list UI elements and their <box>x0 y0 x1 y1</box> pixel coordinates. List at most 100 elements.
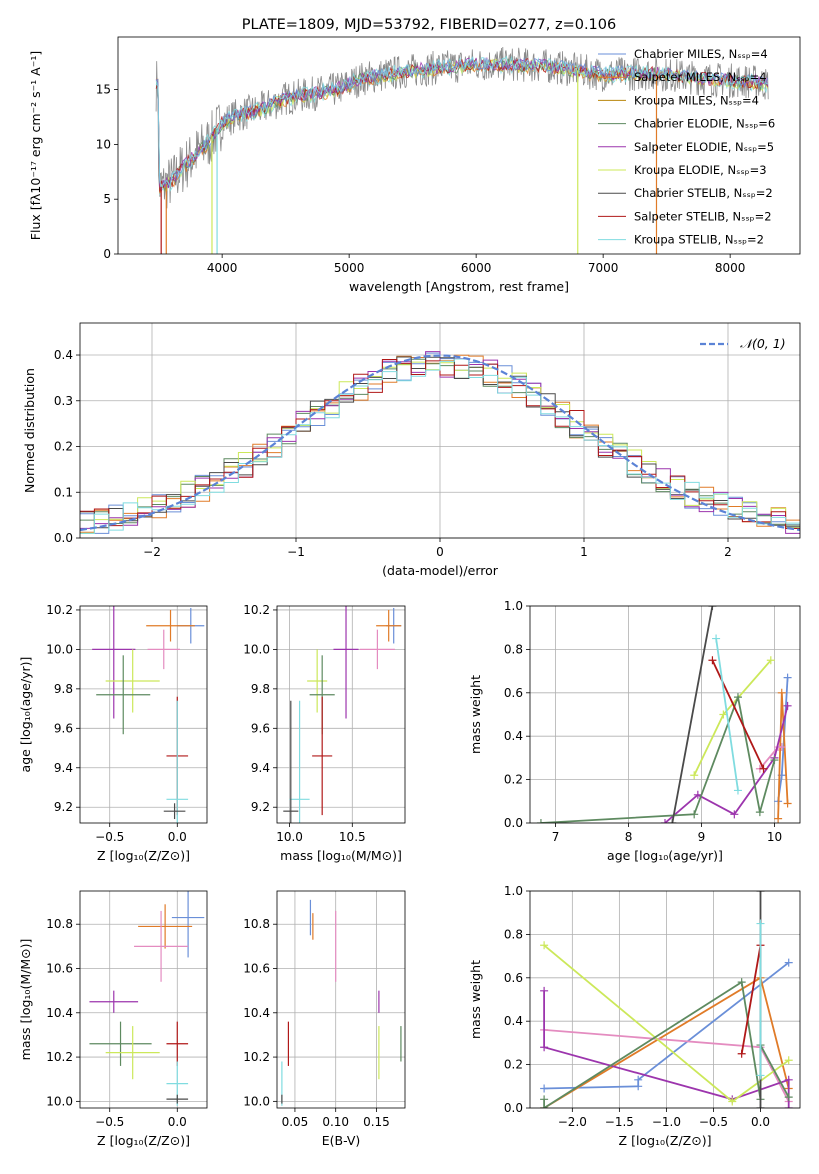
spectrum-lines <box>155 46 769 254</box>
weight_vs_age-ytick-label: 1.0 <box>504 599 523 613</box>
marker-salpeter_miles <box>777 688 786 697</box>
weight_vs_Z-ytick-label: 0.2 <box>504 1058 523 1072</box>
marker-chabrier_elodie <box>733 693 742 702</box>
series-kroupa_stelib <box>715 638 739 791</box>
marker-kroupa_elodie <box>540 941 549 950</box>
weight_vs_Z-xtick-label: −2.0 <box>558 1115 587 1129</box>
spectrum-axes: 4000 5000 6000 7000 8000 0 5 10 15 <box>96 83 746 275</box>
series-salpeter_stelib <box>740 945 762 1054</box>
age_vs_mass-ytick-label: 9.2 <box>251 800 270 814</box>
residuals-ytick-label: 0.4 <box>54 348 73 362</box>
histogram-steps <box>80 351 800 534</box>
legend-label-salpeter_stelib: Salpeter STELIB, Nₛₛₚ=2 <box>634 209 772 223</box>
weight_vs_Z-ytick-label: 0.6 <box>504 971 523 985</box>
normal-curve <box>80 354 800 532</box>
mass_vs_EBV-xtick-label: 0.10 <box>322 1115 349 1129</box>
weight_vs_age-lines <box>536 606 792 823</box>
weight_vs_Z-xtick-label: −1.5 <box>605 1115 634 1129</box>
mass_vs_Z-ytick-label: 10.6 <box>46 962 73 976</box>
marker-salpeter_miles <box>774 814 783 823</box>
mass_vs_Z-axes: −0.5 0.0 10.0 10.2 10.4 10.6 10.8 <box>46 891 207 1129</box>
mass_vs_EBV-ytick-label: 10.6 <box>243 962 270 976</box>
marker-salpeter_elodie <box>784 1104 793 1108</box>
mass_vs_Z-frame <box>79 890 208 1109</box>
marker-kroupa_elodie <box>784 1056 793 1065</box>
marker-chabrier_elodie <box>737 978 746 987</box>
weight_vs_Z-axes: −2.0 −1.5 −1.0 −0.5 0.0 0.0 0.2 0.4 0.6 0.8 1.0 <box>504 884 800 1129</box>
weight_vs_Z-ytick-label: 0.0 <box>504 1101 523 1115</box>
legend-normal-label: 𝒩(0, 1) <box>740 336 786 351</box>
mass_vs_EBV-ytick-label: 10.8 <box>243 917 270 931</box>
age_vs_Z-ytick-label: 9.8 <box>54 682 73 696</box>
marker-salpeter_miles <box>783 799 792 808</box>
residuals-axes: −2 −1 0 1 2 0.0 0.1 0.2 0.3 0.4 <box>54 323 800 559</box>
weight_vs_Z-ytick-label: 0.8 <box>504 927 523 941</box>
age_vs_Z-ylabel: age [log₁₀(age/yr)] <box>18 657 33 773</box>
residuals-xtick-label: −2 <box>143 545 161 559</box>
spectrum-ytick-label: 10 <box>96 137 111 151</box>
marker-chabrier_miles <box>540 1084 549 1093</box>
marker-kroupa_elodie <box>766 656 775 665</box>
weight_vs_age-xtick-label: 8 <box>625 830 633 844</box>
spectrum-xtick-label: 7000 <box>588 261 619 275</box>
residuals-ytick-label: 0.2 <box>54 440 73 454</box>
mass_vs_Z-ytick-label: 10.4 <box>46 1006 73 1020</box>
weight_vs_Z-xlabel: Z [log₁₀(Z/Z⊙)] <box>619 1133 712 1148</box>
age_vs_Z-ytick-label: 9.6 <box>54 721 73 735</box>
age_vs_mass-ytick-label: 10.2 <box>243 603 270 617</box>
marker-kroupa_elodie <box>719 710 728 719</box>
weight_vs_age-xtick-label: 7 <box>552 830 560 844</box>
spectrum-xlabel: wavelength [Angstrom, rest frame] <box>349 279 569 294</box>
marker-salpeter_stelib <box>737 1049 746 1058</box>
age_vs_mass-frame <box>276 605 406 824</box>
residuals-xtick-label: −1 <box>287 545 305 559</box>
series-chabrier_stelib <box>671 606 714 823</box>
legend-label-chabrier_stelib: Chabrier STELIB, Nₛₛₚ=2 <box>634 186 773 200</box>
weight_vs_age-ytick-label: 0.2 <box>504 773 523 787</box>
chart-title: PLATE=1809, MJD=53792, FIBERID=0277, z=0… <box>242 17 616 33</box>
age_vs_Z-ytick-label: 9.2 <box>54 800 73 814</box>
spectrum-model-kroupa_stelib <box>155 55 768 191</box>
mass_vs_EBV-points <box>281 899 402 1106</box>
marker-chabrier_stelib <box>756 891 765 895</box>
legend-label-chabrier_elodie: Chabrier ELODIE, Nₛₛₚ=6 <box>634 117 775 131</box>
weight_vs_Z-ytick-label: 0.4 <box>504 1014 523 1028</box>
residuals-ytick-label: 0.1 <box>54 485 73 499</box>
mass_vs_Z-xtick-label: 0.0 <box>168 1115 187 1129</box>
residuals-ytick-label: 0.0 <box>54 531 73 545</box>
marker-salpeter_elodie <box>661 819 669 823</box>
age_vs_mass-ytick-label: 10.0 <box>243 642 270 656</box>
weight_vs_age-frame <box>529 605 801 824</box>
residuals-xlabel: (data-model)/error <box>382 563 499 578</box>
residuals-xtick-label: 0 <box>436 545 444 559</box>
age_vs_Z-xlabel: Z [log₁₀(Z/Z⊙)] <box>97 848 190 863</box>
spectrum-legend: Chabrier MILES, Nₛₛₚ=4 Salpeter MILES, Nₛ… <box>598 47 775 247</box>
residuals-xtick-label: 1 <box>580 545 588 559</box>
mass_vs_EBV-ytick-label: 10.4 <box>243 1006 270 1020</box>
legend-label-salpeter_elodie: Salpeter ELODIE, Nₛₛₚ=5 <box>634 140 774 154</box>
weight_vs_Z-xtick-label: 0.0 <box>751 1115 770 1129</box>
age_vs_mass-xtick-label: 10.0 <box>276 830 303 844</box>
mass_vs_EBV-axes: 0.05 0.10 0.15 10.0 10.2 10.4 10.6 10.8 <box>243 891 405 1129</box>
weight_vs_age-xtick-label: 10 <box>767 830 782 844</box>
legend-label-salpeter_miles: Salpeter MILES, Nₛₛₚ=4 <box>634 70 767 84</box>
age_vs_mass-ytick-label: 9.8 <box>251 682 270 696</box>
age_vs_mass-axes: 10.0 10.5 9.2 9.4 9.6 9.8 10.0 10.2 <box>243 603 405 844</box>
marker-chabrier_miles <box>783 673 792 682</box>
weight_vs_age-xlabel: age [log₁₀(age/yr)] <box>607 848 723 863</box>
legend-label-chabrier_miles: Chabrier MILES, Nₛₛₚ=4 <box>634 47 768 61</box>
residuals-xtick-label: 2 <box>724 545 732 559</box>
age_vs_Z-frame <box>79 605 208 824</box>
spectrum-xtick-label: 5000 <box>334 261 365 275</box>
weight_vs_age-ytick-label: 0.4 <box>504 729 523 743</box>
marker-chabrier_elodie <box>536 819 545 823</box>
weight_vs_age-ytick-label: 0.6 <box>504 686 523 700</box>
marker-salpeter_elodie <box>540 986 549 995</box>
residuals-frame <box>79 322 801 539</box>
marker-kroupa_elodie <box>728 1097 737 1106</box>
mass_vs_EBV-frame <box>276 890 406 1109</box>
marker-salpeter_elodie <box>693 790 702 799</box>
marker-chabrier_elodie <box>540 1095 549 1104</box>
age_vs_Z-xtick-label: 0.0 <box>168 830 187 844</box>
